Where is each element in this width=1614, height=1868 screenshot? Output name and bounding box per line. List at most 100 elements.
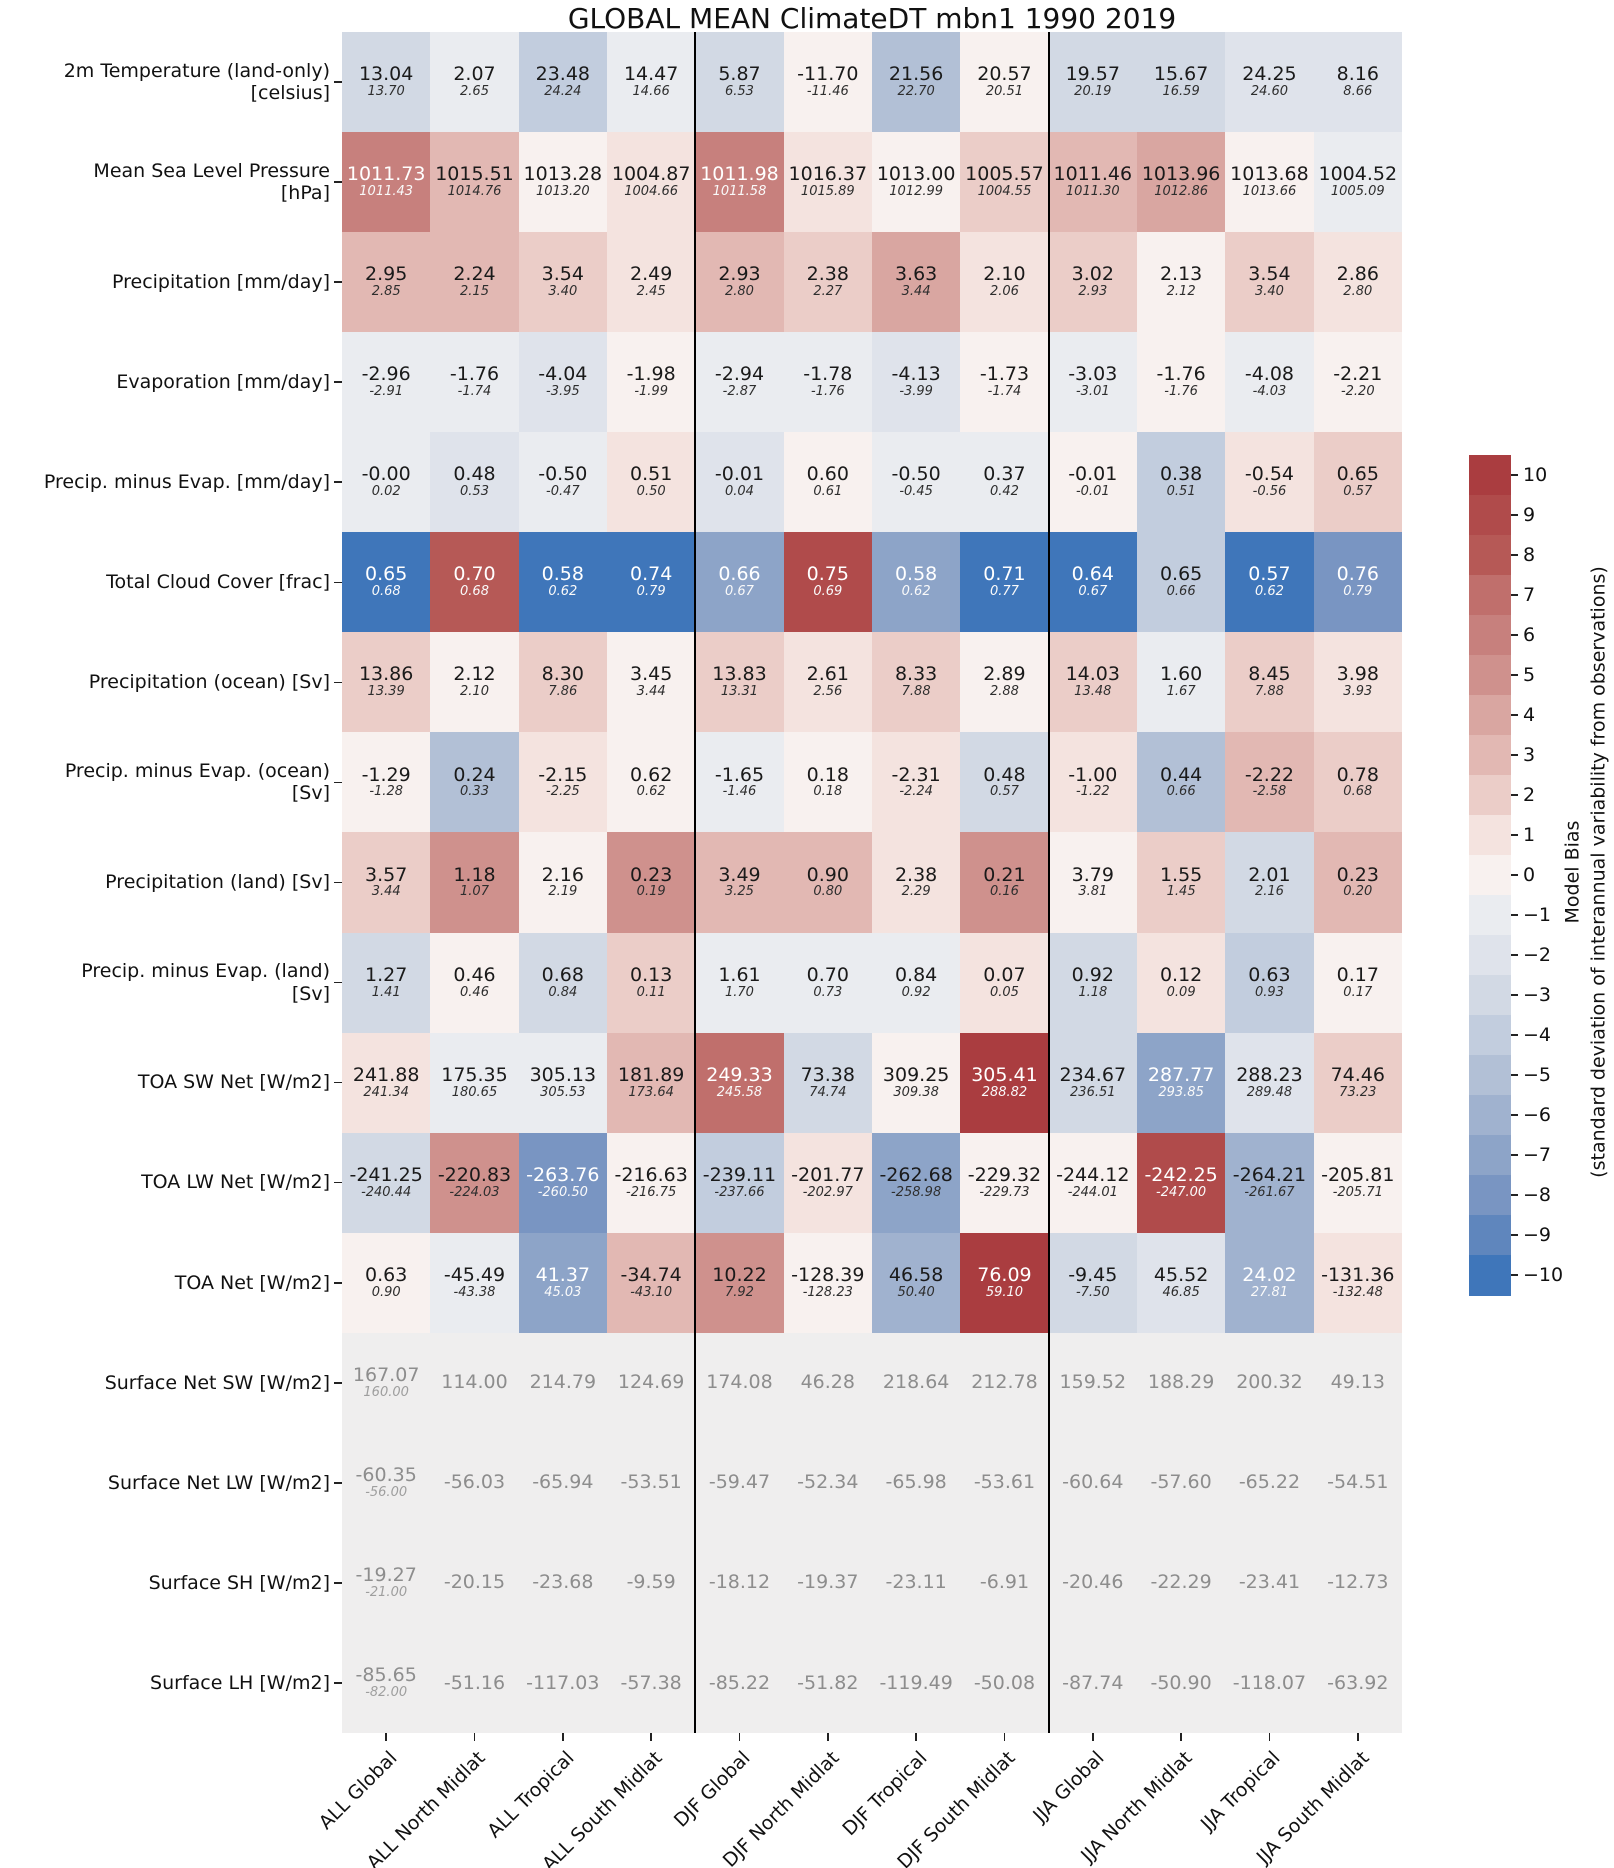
cell-value: -56.03 (443, 1471, 506, 1494)
heatmap-cell: 309.25 309.38 (871, 1032, 961, 1133)
heatmap-cell: 0.65 0.57 (1313, 432, 1402, 533)
x-axis-tick (562, 1733, 564, 1742)
colorbar-tick-label: 1 (1523, 824, 1536, 846)
column-label: ALL Tropical (483, 1747, 579, 1843)
cell-value: -45.49 (443, 1263, 506, 1286)
heatmap-cell: -117.03 (518, 1632, 607, 1734)
cell-value: -50.08 (973, 1671, 1036, 1694)
cell-obs-value: 2.06 (989, 284, 1019, 300)
heatmap-cell: -0.50 -0.47 (518, 432, 607, 533)
heatmap-cell: 0.71 0.77 (960, 532, 1049, 633)
cell-obs-value: 1.67 (1166, 684, 1196, 700)
heatmap-cell: 3.49 3.25 (695, 832, 784, 933)
heatmap-cell: -4.08 -4.03 (1225, 332, 1314, 433)
cell-value: 2.89 (983, 663, 1026, 686)
heatmap-cell: 2.38 2.29 (871, 832, 961, 933)
heatmap-cell: -241.25 -240.44 (342, 1132, 431, 1233)
colorbar-tick (1511, 1234, 1518, 1236)
column-label: JJA Global (1028, 1747, 1109, 1827)
cell-value: -216.63 (614, 1163, 688, 1186)
y-axis-tick (334, 781, 342, 784)
cell-obs-value: -237.66 (714, 1184, 765, 1200)
cell-value: -264.21 (1232, 1163, 1307, 1186)
cell-obs-value: 2.10 (460, 684, 489, 700)
cell-obs-value: 0.19 (636, 884, 666, 900)
cell-obs-value: 22.70 (897, 84, 935, 99)
colorbar-label-line1: Model Bias (1561, 820, 1584, 924)
heatmap-cell: 13.04 13.70 (342, 32, 431, 133)
cell-obs-value: -0.47 (546, 484, 580, 500)
row-label: Precipitation (land) [Sv] (0, 832, 330, 932)
heatmap-cell: 3.63 3.44 (871, 232, 961, 333)
cell-value: -4.13 (891, 363, 941, 386)
cell-value: 214.79 (529, 1371, 597, 1394)
heatmap-cell: -51.16 (430, 1632, 519, 1734)
cell-value: -0.50 (538, 463, 588, 486)
heatmap-cell: 0.66 0.67 (695, 532, 784, 633)
cell-obs-value: 0.20 (1343, 884, 1373, 900)
cell-obs-value: 0.62 (548, 584, 578, 600)
cell-value: 5.87 (718, 63, 761, 86)
cell-obs-value: 2.15 (460, 284, 489, 300)
cell-obs-value: 2.56 (813, 684, 843, 700)
heatmap-cell: 76.09 59.10 (960, 1232, 1049, 1333)
cell-value: -2.21 (1333, 363, 1383, 386)
row-label-line: [Sv] (291, 782, 330, 805)
row-label-line: Surface LH [W/m2] (150, 1671, 330, 1694)
row-label-line: Surface Net LW [W/m2] (107, 1471, 330, 1494)
heatmap-cell: -205.81 -205.71 (1313, 1132, 1402, 1233)
heatmap-cell: -216.63 -216.75 (606, 1132, 696, 1233)
heatmap-cell: 249.33 245.58 (695, 1032, 784, 1133)
cell-obs-value: -202.97 (802, 1184, 853, 1200)
cell-obs-value: -3.01 (1075, 384, 1110, 400)
heatmap-cell: 3.54 3.40 (1225, 232, 1314, 333)
cell-value: -1.76 (449, 363, 500, 386)
cell-value: 1013.28 (523, 163, 603, 186)
cell-obs-value: 1.45 (1166, 884, 1196, 900)
cell-obs-value: -3.95 (546, 384, 580, 400)
cell-value: 1016.37 (788, 163, 868, 186)
heatmap-cell: 175.35 180.65 (430, 1032, 519, 1133)
cell-obs-value: -3.99 (899, 384, 933, 400)
cell-obs-value: 8.66 (1343, 84, 1373, 99)
cell-obs-value: 0.05 (989, 984, 1019, 1000)
cell-obs-value: 0.67 (725, 584, 754, 600)
cell-value: 0.48 (453, 463, 496, 486)
cell-obs-value: 2.80 (1343, 284, 1373, 300)
heatmap-cell: 2.49 2.45 (606, 232, 696, 333)
cell-value: -220.83 (437, 1163, 512, 1186)
cell-value: 3.98 (1336, 663, 1379, 686)
colorbar-tick (1511, 714, 1518, 716)
colorbar-band (1469, 975, 1511, 1016)
heatmap-cell: 1011.73 1011.43 (342, 132, 431, 233)
heatmap-cell: 0.51 0.50 (606, 432, 696, 533)
cell-obs-value: -205.71 (1332, 1184, 1383, 1200)
heatmap-cell: -60.35 -56.00 (342, 1432, 431, 1533)
cell-value: 1.55 (1159, 863, 1203, 886)
cell-value: 0.65 (1159, 563, 1203, 586)
heatmap-cell: 0.48 0.57 (960, 732, 1049, 833)
cell-obs-value: -261.67 (1244, 1184, 1295, 1200)
cell-obs-value: 0.51 (1166, 484, 1196, 500)
cell-value: 0.64 (1071, 563, 1114, 586)
cell-value: -1.65 (714, 763, 765, 786)
heatmap-cell: 46.58 50.40 (871, 1232, 961, 1333)
row-label-line: 2m Temperature (land-only) (63, 59, 330, 82)
colorbar-label-line2: (standard deviation of interannual varia… (1587, 566, 1609, 1178)
cell-value: -128.39 (791, 1263, 865, 1286)
colorbar-tick (1511, 874, 1518, 876)
cell-value: -244.12 (1056, 1163, 1130, 1186)
heatmap-cell: -19.37 (783, 1532, 872, 1633)
heatmap-cell: 0.44 0.66 (1136, 732, 1226, 833)
heatmap-cell: 0.60 0.61 (783, 432, 872, 533)
heatmap-cell: 0.13 0.11 (606, 932, 696, 1033)
cell-obs-value: 0.02 (371, 484, 401, 500)
heatmap-cell: -87.74 (1048, 1632, 1137, 1734)
heatmap-cell: 305.41 288.82 (960, 1032, 1049, 1133)
cell-obs-value: 0.17 (1343, 984, 1373, 1000)
cell-obs-value: -21.00 (365, 1584, 408, 1600)
cell-value: 200.32 (1236, 1371, 1303, 1394)
heatmap-cell: 0.63 0.93 (1225, 932, 1314, 1033)
cell-value: -0.00 (361, 463, 411, 486)
cell-value: 305.13 (529, 1063, 597, 1086)
